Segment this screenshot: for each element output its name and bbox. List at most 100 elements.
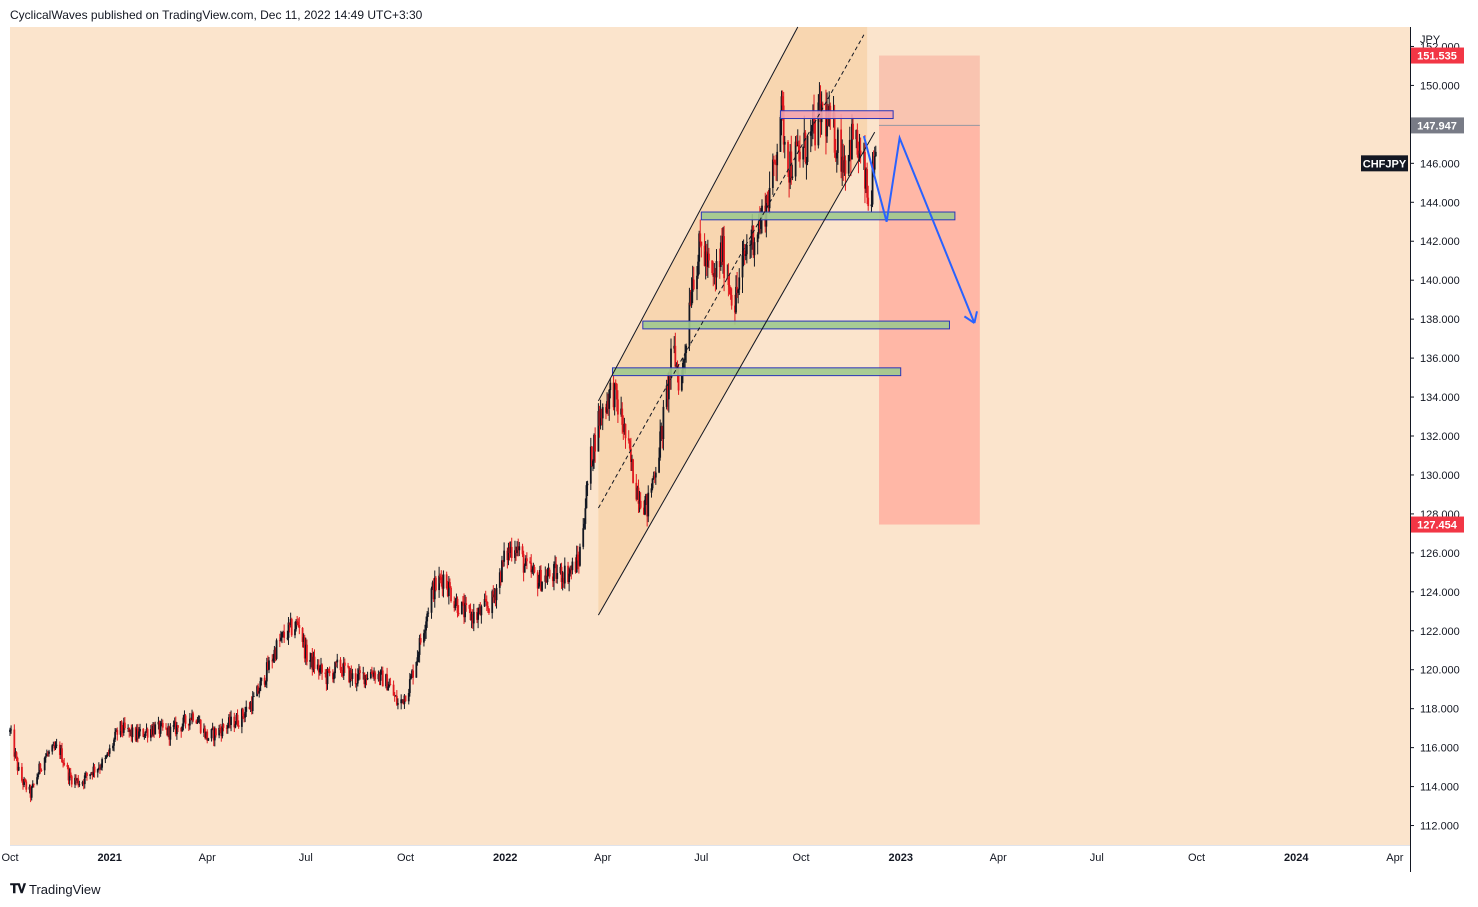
candle-body <box>795 141 798 146</box>
candle-body <box>637 487 640 504</box>
candle-body <box>320 664 322 669</box>
candle-body <box>562 577 565 584</box>
candle-body <box>751 225 754 245</box>
candle-body <box>302 637 305 642</box>
candle-body <box>203 728 205 733</box>
candle-body <box>757 221 760 235</box>
candle-body <box>624 423 627 439</box>
candle-body <box>761 205 763 217</box>
candle-body <box>394 695 397 697</box>
candle-body <box>744 254 747 256</box>
candle-body <box>303 637 306 659</box>
candle-body <box>522 554 525 573</box>
candle-body <box>407 693 410 702</box>
candle-body <box>99 767 101 769</box>
candle-body <box>363 672 366 685</box>
candle-body <box>507 548 510 561</box>
candle-body <box>187 723 190 726</box>
candle-body <box>89 774 92 776</box>
candle-body <box>623 423 626 433</box>
candle-body <box>157 721 160 725</box>
candle-body <box>728 285 731 287</box>
candle-body <box>767 202 770 209</box>
candle-body <box>766 195 769 203</box>
candle-body <box>381 670 384 687</box>
candle-body <box>188 718 191 726</box>
candle-body <box>134 727 137 741</box>
candle-body <box>684 353 686 361</box>
candle-body <box>454 604 457 608</box>
candle-body <box>244 711 247 718</box>
publish-info: published on TradingView.com, Dec 11, 20… <box>90 8 423 22</box>
candle-body <box>453 601 456 608</box>
candle-body <box>108 748 111 754</box>
candle-body <box>753 242 756 256</box>
candle-body <box>212 727 215 741</box>
candle-body <box>518 546 521 551</box>
candle-body <box>304 644 307 659</box>
candle-body <box>447 582 450 597</box>
candle-body <box>584 508 587 524</box>
candle-body <box>521 546 524 555</box>
candle-body <box>788 172 791 183</box>
candle-body <box>58 744 61 756</box>
candle-body <box>773 159 775 162</box>
candle-body <box>856 130 859 155</box>
candle-body <box>760 216 762 229</box>
candle-body <box>48 751 50 754</box>
candle-body <box>274 649 277 659</box>
candle-body <box>279 637 282 641</box>
candle-body <box>462 601 464 603</box>
candle-body <box>715 261 718 278</box>
candle-body <box>607 401 610 409</box>
candle-body <box>738 277 741 290</box>
candle-body <box>698 233 701 262</box>
candle-body <box>517 546 520 551</box>
candle-body <box>149 729 152 738</box>
candle-body <box>745 244 748 255</box>
candle-body <box>470 614 473 620</box>
candle-body <box>638 500 641 504</box>
candle-body <box>821 103 824 106</box>
candle-body <box>752 225 755 256</box>
candle-body <box>791 176 794 179</box>
candle-body <box>325 673 328 685</box>
price-label-box <box>1411 47 1464 64</box>
candle-body <box>783 141 786 145</box>
y-tick-label: 136.000 <box>1420 353 1460 365</box>
zone-green <box>611 367 902 377</box>
candle-body <box>401 699 404 701</box>
candle-body <box>326 668 329 685</box>
candle-body <box>650 488 653 493</box>
candle-body <box>782 105 785 145</box>
candle-body <box>204 728 206 738</box>
candle-body <box>22 780 24 785</box>
candle-body <box>796 145 799 147</box>
candle-body <box>577 560 580 566</box>
candle-body <box>342 662 345 676</box>
candle-body <box>651 478 654 489</box>
candle-body <box>199 719 202 733</box>
candle-body <box>536 572 539 589</box>
candle-body <box>153 725 156 735</box>
candle-body <box>804 132 807 163</box>
candle-body <box>704 251 707 266</box>
candle-body <box>585 485 588 509</box>
candle-body <box>537 582 540 589</box>
tradingview-logo-icon: 𝐓𝐕 <box>10 881 26 896</box>
zone-green <box>700 211 956 221</box>
candle-body <box>39 763 42 770</box>
candle-body <box>75 777 77 781</box>
author-name[interactable]: CyclicalWaves <box>10 8 88 22</box>
candle-body <box>369 672 372 679</box>
candle-body <box>146 729 149 738</box>
candle-body <box>582 528 585 547</box>
candle-body <box>182 717 185 727</box>
candle-body <box>372 673 374 677</box>
candle-body <box>37 774 40 778</box>
candle-body <box>21 766 23 781</box>
candle-body <box>538 569 541 583</box>
brand-name[interactable]: TradingView <box>29 881 101 897</box>
y-tick-label: 142.000 <box>1420 236 1460 248</box>
